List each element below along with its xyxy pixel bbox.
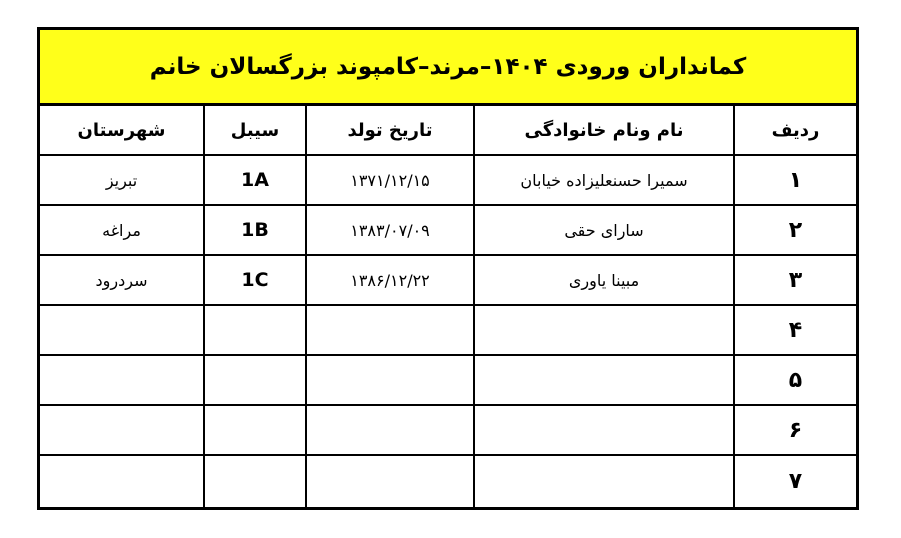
name-cell — [475, 306, 735, 354]
table-row: مراغه 1B ۱۳۸۳/۰۷/۰۹ سارای حقی ۲ — [40, 206, 856, 256]
city-cell — [40, 456, 205, 507]
city-cell — [40, 306, 205, 354]
header-sybil: سیبل — [205, 106, 307, 154]
birth-date-cell: ۱۳۸۳/۰۷/۰۹ — [307, 206, 475, 254]
table-title: کمانداران ورودی ۱۴۰۴–مرند–کامپوند بزرگسا… — [40, 30, 856, 106]
row-number-cell: ۱ — [788, 167, 803, 193]
sybil-cell — [205, 456, 307, 507]
archers-table: کمانداران ورودی ۱۴۰۴–مرند–کامپوند بزرگسا… — [37, 27, 859, 510]
header-city: شهرستان — [40, 106, 205, 154]
table-row: سردرود 1C ۱۳۸۶/۱۲/۲۲ مبینا یاوری ۳ — [40, 256, 856, 306]
birth-date-cell — [307, 456, 475, 507]
birth-date-cell: ۱۳۸۶/۱۲/۲۲ — [307, 256, 475, 304]
sybil-cell — [205, 406, 307, 454]
city-cell — [40, 406, 205, 454]
row-number-cell: ۶ — [788, 417, 803, 443]
name-cell: مبینا یاوری — [475, 256, 735, 304]
name-cell — [475, 456, 735, 507]
table-row: ۵ — [40, 356, 856, 406]
row-number-cell: ۵ — [788, 367, 803, 393]
city-cell: تبریز — [40, 156, 205, 204]
row-number-cell: ۴ — [788, 317, 803, 343]
row-number-cell: ۳ — [788, 267, 803, 293]
sybil-cell — [205, 356, 307, 404]
city-cell: سردرود — [40, 256, 205, 304]
birth-date-cell — [307, 306, 475, 354]
table-row: ۷ — [40, 456, 856, 507]
table-row: تبریز 1A ۱۳۷۱/۱۲/۱۵ سمیرا حسنعلیزاده خیابان… — [40, 156, 856, 206]
table-row: ۶ — [40, 406, 856, 456]
row-number-cell: ۷ — [788, 469, 803, 494]
name-cell: سمیرا حسنعلیزاده خیابان — [475, 156, 735, 204]
sybil-cell — [205, 306, 307, 354]
city-cell — [40, 356, 205, 404]
table-row: ۴ — [40, 306, 856, 356]
name-cell — [475, 406, 735, 454]
sybil-cell: 1C — [205, 256, 307, 304]
header-row: شهرستان سیبل تاریخ تولد نام ونام خانوادگ… — [40, 106, 856, 156]
header-row-number: ردیف — [771, 119, 820, 141]
sybil-cell: 1A — [205, 156, 307, 204]
header-full-name: نام ونام خانوادگی — [475, 106, 735, 154]
city-cell: مراغه — [40, 206, 205, 254]
birth-date-cell — [307, 406, 475, 454]
birth-date-cell: ۱۳۷۱/۱۲/۱۵ — [307, 156, 475, 204]
header-birth-date: تاریخ تولد — [307, 106, 475, 154]
sybil-cell: 1B — [205, 206, 307, 254]
birth-date-cell — [307, 356, 475, 404]
row-number-cell: ۲ — [788, 217, 803, 243]
name-cell: سارای حقی — [475, 206, 735, 254]
name-cell — [475, 356, 735, 404]
